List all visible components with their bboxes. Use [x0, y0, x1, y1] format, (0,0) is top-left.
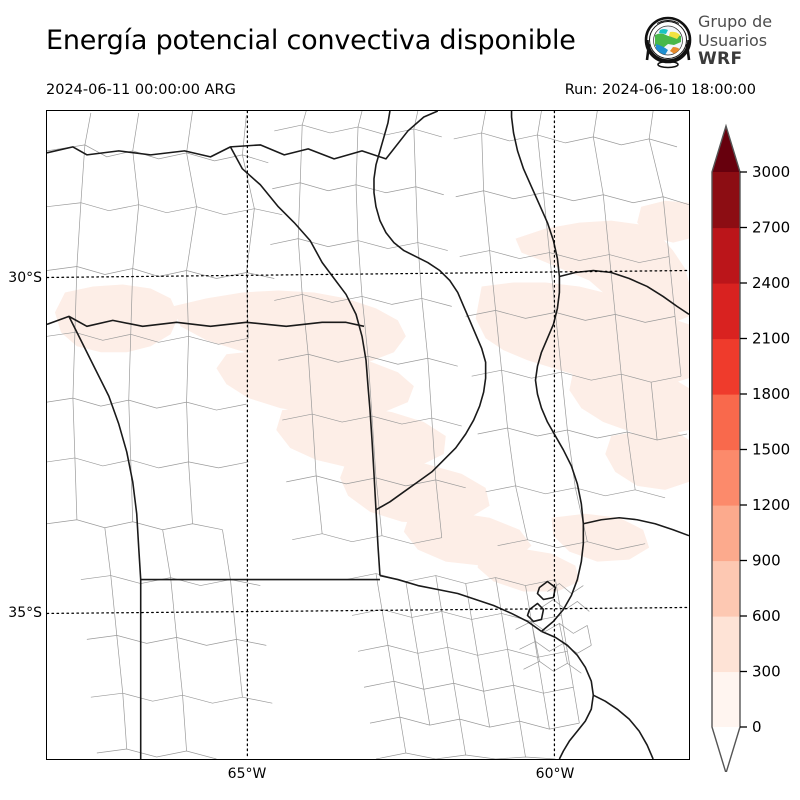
ytick-label-35S: 35°S — [8, 605, 42, 621]
colorbar-band — [712, 449, 740, 506]
colorbar-tick-label: 1500 — [752, 441, 790, 459]
province-and-national-borders — [47, 111, 689, 759]
xtick-label-65W: 65°W — [227, 766, 267, 782]
graticule-gridlines — [47, 111, 689, 759]
logo-text-block: Grupo de Usuarios WRF — [698, 12, 792, 74]
ytick-label-30S: 30°S — [8, 270, 42, 286]
gridline-lat-35S — [47, 606, 689, 615]
colorbar-tick-label: 2700 — [752, 219, 790, 237]
colorbar-band — [712, 283, 740, 340]
colorbar-band — [712, 671, 740, 728]
colorbar-tick-label: 600 — [752, 607, 781, 625]
logo-line-3: WRF — [698, 49, 743, 69]
colorbar-tick-label: 1800 — [752, 385, 790, 403]
colorbar-color-bands — [711, 123, 741, 772]
colorbar-band — [712, 227, 740, 284]
logo-line-1: Grupo de — [698, 12, 773, 31]
colorbar-canvas: 0 300 600 900 1200 1500 1800 2100 2400 2700 3000 — [711, 123, 790, 772]
cape-shaded-field — [54, 200, 689, 592]
colorbar-tick-label: 3000 — [752, 163, 790, 181]
gridline-lat-30S — [47, 269, 689, 279]
colorbar-band — [712, 338, 740, 395]
colorbar-tick-label: 1200 — [752, 496, 790, 514]
colorbar-band — [712, 616, 740, 673]
colorbar-over-arrow — [712, 126, 740, 172]
map-plot-area — [46, 110, 690, 760]
map-canvas — [47, 111, 689, 759]
colorbar-tick-label: 300 — [752, 663, 781, 681]
colorbar-band — [712, 505, 740, 562]
xtick-label-60W: 60°W — [535, 766, 575, 782]
wrf-user-group-logo: Grupo de Usuarios WRF — [640, 12, 792, 74]
colorbar-band — [712, 394, 740, 451]
valid-time-label: 2024-06-11 00:00:00 ARG — [46, 82, 236, 98]
colorbar-tick-label: 900 — [752, 552, 781, 570]
run-time-label: Run: 2024-06-10 18:00:00 — [564, 82, 756, 98]
colorbar-band — [712, 172, 740, 229]
department-boundaries — [47, 111, 689, 759]
page-title: Energía potencial convectiva disponible — [46, 25, 576, 56]
colorbar-tick-label: 2100 — [752, 330, 790, 348]
logo-line-2: Usuarios — [698, 31, 768, 50]
colorbar-ticks: 0 300 600 900 1200 1500 1800 2100 2400 2700 3000 — [740, 163, 790, 736]
wrf-globe-seal-icon — [644, 16, 692, 69]
colorbar-tick-label: 0 — [752, 718, 762, 736]
colorbar-band — [712, 560, 740, 617]
colorbar-tick-label: 2400 — [752, 274, 790, 292]
colorbar-under-arrow — [712, 727, 740, 772]
